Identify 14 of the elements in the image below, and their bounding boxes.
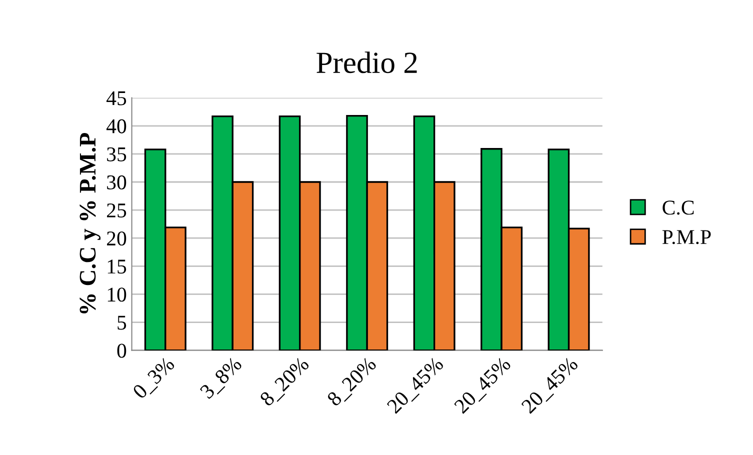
y-tick-label: 0 <box>117 344 126 358</box>
legend-label: P.M.P <box>662 230 711 244</box>
y-tick-label: 25 <box>106 203 126 218</box>
y-tick-label: 30 <box>107 175 126 190</box>
y-tick-label: 35 <box>107 147 126 162</box>
y-tick-label: 5 <box>118 316 126 330</box>
y-tick-label: 10 <box>108 288 126 302</box>
y-tick-label: 40 <box>106 119 126 134</box>
y-tick-label: 45 <box>106 91 126 106</box>
y-tick-label: 20 <box>106 231 126 246</box>
y-axis-title: % C.C y % P.M.P <box>80 133 101 314</box>
legend-label: C.C <box>662 200 694 215</box>
chart-title: Predio 2 <box>316 52 417 74</box>
y-tick-label: 15 <box>108 260 126 274</box>
